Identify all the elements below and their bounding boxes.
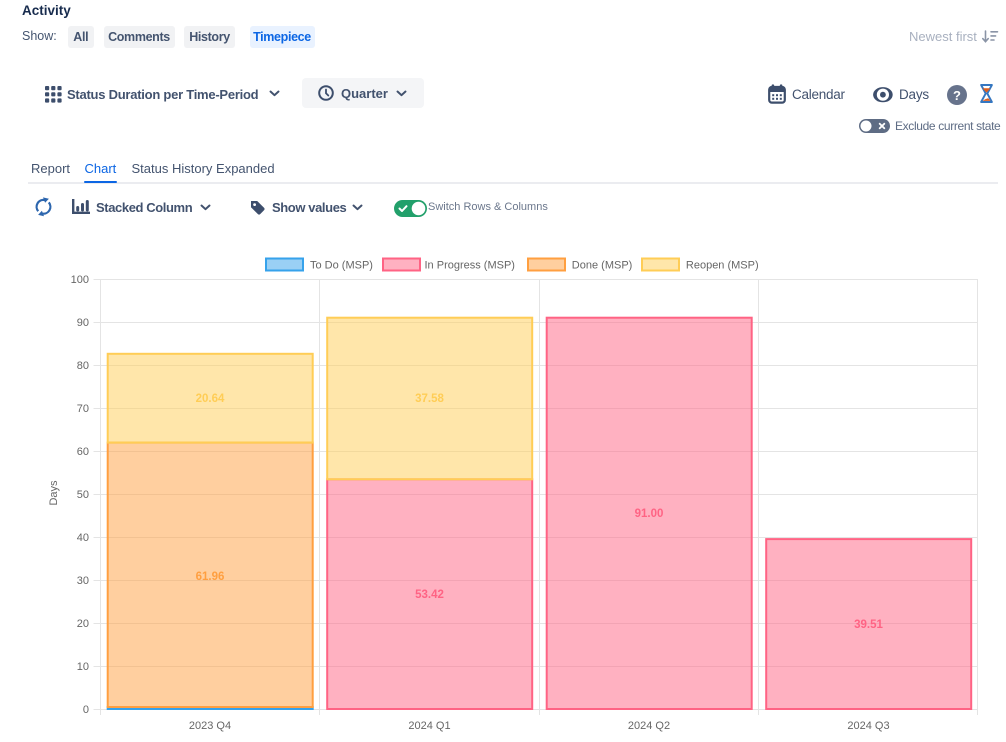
svg-text:90: 90	[77, 317, 89, 329]
svg-text:20: 20	[77, 618, 89, 630]
svg-text:20.64: 20.64	[196, 393, 225, 405]
svg-text:2024 Q1: 2024 Q1	[408, 720, 450, 732]
svg-text:0: 0	[83, 704, 89, 716]
svg-text:2023 Q4: 2023 Q4	[189, 720, 231, 732]
svg-text:Days: Days	[48, 480, 60, 506]
svg-text:60: 60	[77, 446, 89, 458]
svg-text:70: 70	[77, 403, 89, 415]
svg-text:In Progress (MSP): In Progress (MSP)	[425, 260, 515, 272]
svg-text:100: 100	[71, 274, 89, 286]
svg-text:80: 80	[77, 360, 89, 372]
svg-text:39.51: 39.51	[854, 619, 883, 631]
svg-text:30: 30	[77, 575, 89, 587]
svg-text:Done (MSP): Done (MSP)	[572, 260, 633, 272]
svg-text:2024 Q2: 2024 Q2	[628, 720, 670, 732]
svg-text:?: ?	[953, 88, 961, 103]
svg-text:61.96: 61.96	[196, 571, 225, 583]
svg-text:91.00: 91.00	[635, 508, 664, 520]
svg-text:40: 40	[77, 532, 89, 544]
svg-text:2024 Q3: 2024 Q3	[847, 720, 889, 732]
svg-text:37.58: 37.58	[415, 393, 444, 405]
svg-text:53.42: 53.42	[415, 589, 444, 601]
svg-text:50: 50	[77, 489, 89, 501]
svg-text:10: 10	[77, 661, 89, 673]
svg-text:To Do (MSP): To Do (MSP)	[310, 260, 373, 272]
svg-text:Reopen (MSP): Reopen (MSP)	[686, 260, 759, 272]
